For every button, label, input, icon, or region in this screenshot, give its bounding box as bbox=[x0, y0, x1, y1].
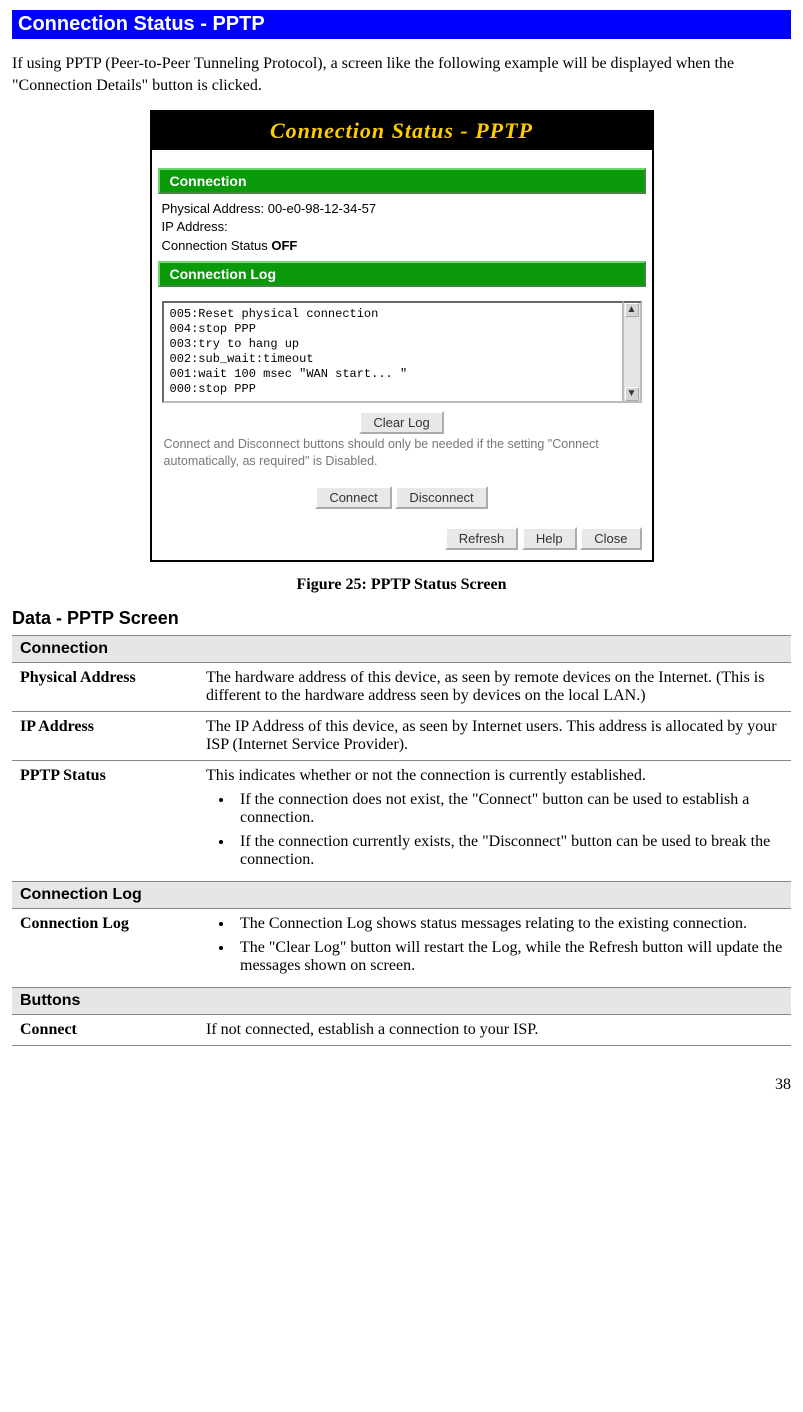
disconnect-button[interactable]: Disconnect bbox=[395, 486, 487, 509]
row-label-ip-address: IP Address bbox=[12, 711, 198, 760]
shot-spacer bbox=[152, 287, 652, 297]
close-button[interactable]: Close bbox=[580, 527, 641, 550]
data-subheading: Data - PPTP Screen bbox=[12, 608, 791, 629]
shot-log-row: 005:Reset physical connection 004:stop P… bbox=[162, 301, 642, 403]
scroll-up-icon[interactable]: ▲ bbox=[625, 303, 639, 317]
shot-greenbar-connection: Connection bbox=[158, 168, 646, 194]
shot-phys-value: 00-e0-98-12-34-57 bbox=[268, 201, 376, 216]
shot-log-scrollbar[interactable]: ▲ ▼ bbox=[624, 301, 642, 403]
row-label-physical-address: Physical Address bbox=[12, 662, 198, 711]
table-row: Connect If not connected, establish a co… bbox=[12, 1014, 791, 1045]
refresh-button[interactable]: Refresh bbox=[445, 527, 519, 550]
shot-footer-row: Refresh Help Close bbox=[152, 521, 652, 560]
shot-phys-label: Physical Address: bbox=[162, 201, 268, 216]
shot-connection-block: Physical Address: 00-e0-98-12-34-57 IP A… bbox=[152, 194, 652, 261]
table-row: IP Address The IP Address of this device… bbox=[12, 711, 791, 760]
help-button[interactable]: Help bbox=[522, 527, 577, 550]
row-desc-connection-log: The Connection Log shows status messages… bbox=[198, 908, 791, 987]
shot-status-label: Connection Status bbox=[162, 238, 272, 253]
row-label-connection-log: Connection Log bbox=[12, 908, 198, 987]
table-row: Connection Log The Connection Log shows … bbox=[12, 908, 791, 987]
intro-paragraph: If using PPTP (Peer-to-Peer Tunneling Pr… bbox=[12, 53, 791, 96]
shot-connect-row: Connect Disconnect bbox=[152, 480, 652, 521]
data-table: Connection Physical Address The hardware… bbox=[12, 635, 791, 1046]
pptp-status-lead: This indicates whether or not the connec… bbox=[206, 767, 646, 784]
row-label-connect: Connect bbox=[12, 1014, 198, 1045]
log-bullet-clear: The "Clear Log" button will restart the … bbox=[234, 939, 783, 975]
pptp-bullet-disconnect: If the connection currently exists, the … bbox=[234, 833, 783, 869]
page-number: 38 bbox=[12, 1076, 791, 1094]
shot-notice: Connect and Disconnect buttons should on… bbox=[152, 434, 652, 480]
shot-ip-label: IP Address: bbox=[162, 219, 228, 234]
shot-titlebar: Connection Status - PPTP bbox=[152, 112, 652, 150]
shot-spacer bbox=[152, 150, 652, 168]
shot-title: Connection Status - PPTP bbox=[270, 118, 533, 143]
pptp-bullet-connect: If the connection does not exist, the "C… bbox=[234, 791, 783, 827]
connect-button[interactable]: Connect bbox=[315, 486, 391, 509]
figure-caption: Figure 25: PPTP Status Screen bbox=[12, 576, 791, 594]
group-connection-log: Connection Log bbox=[12, 881, 791, 908]
scroll-down-icon[interactable]: ▼ bbox=[625, 387, 639, 401]
table-row: Physical Address The hardware address of… bbox=[12, 662, 791, 711]
group-connection: Connection bbox=[12, 635, 791, 662]
screenshot-pptp-status: Connection Status - PPTP Connection Phys… bbox=[150, 110, 654, 561]
section-title: Connection Status - PPTP bbox=[12, 10, 791, 39]
row-label-pptp-status: PPTP Status bbox=[12, 760, 198, 881]
shot-log-textarea[interactable]: 005:Reset physical connection 004:stop P… bbox=[162, 301, 624, 403]
log-bullet-shows: The Connection Log shows status messages… bbox=[234, 915, 783, 933]
table-row: PPTP Status This indicates whether or no… bbox=[12, 760, 791, 881]
row-desc-pptp-status: This indicates whether or not the connec… bbox=[198, 760, 791, 881]
group-buttons: Buttons bbox=[12, 987, 791, 1014]
row-desc-connect: If not connected, establish a connection… bbox=[198, 1014, 791, 1045]
row-desc-ip-address: The IP Address of this device, as seen b… bbox=[198, 711, 791, 760]
shot-clear-row: Clear Log bbox=[152, 411, 652, 434]
clear-log-button[interactable]: Clear Log bbox=[359, 411, 443, 434]
row-desc-physical-address: The hardware address of this device, as … bbox=[198, 662, 791, 711]
shot-status-value: OFF bbox=[271, 238, 297, 253]
shot-greenbar-log: Connection Log bbox=[158, 261, 646, 287]
